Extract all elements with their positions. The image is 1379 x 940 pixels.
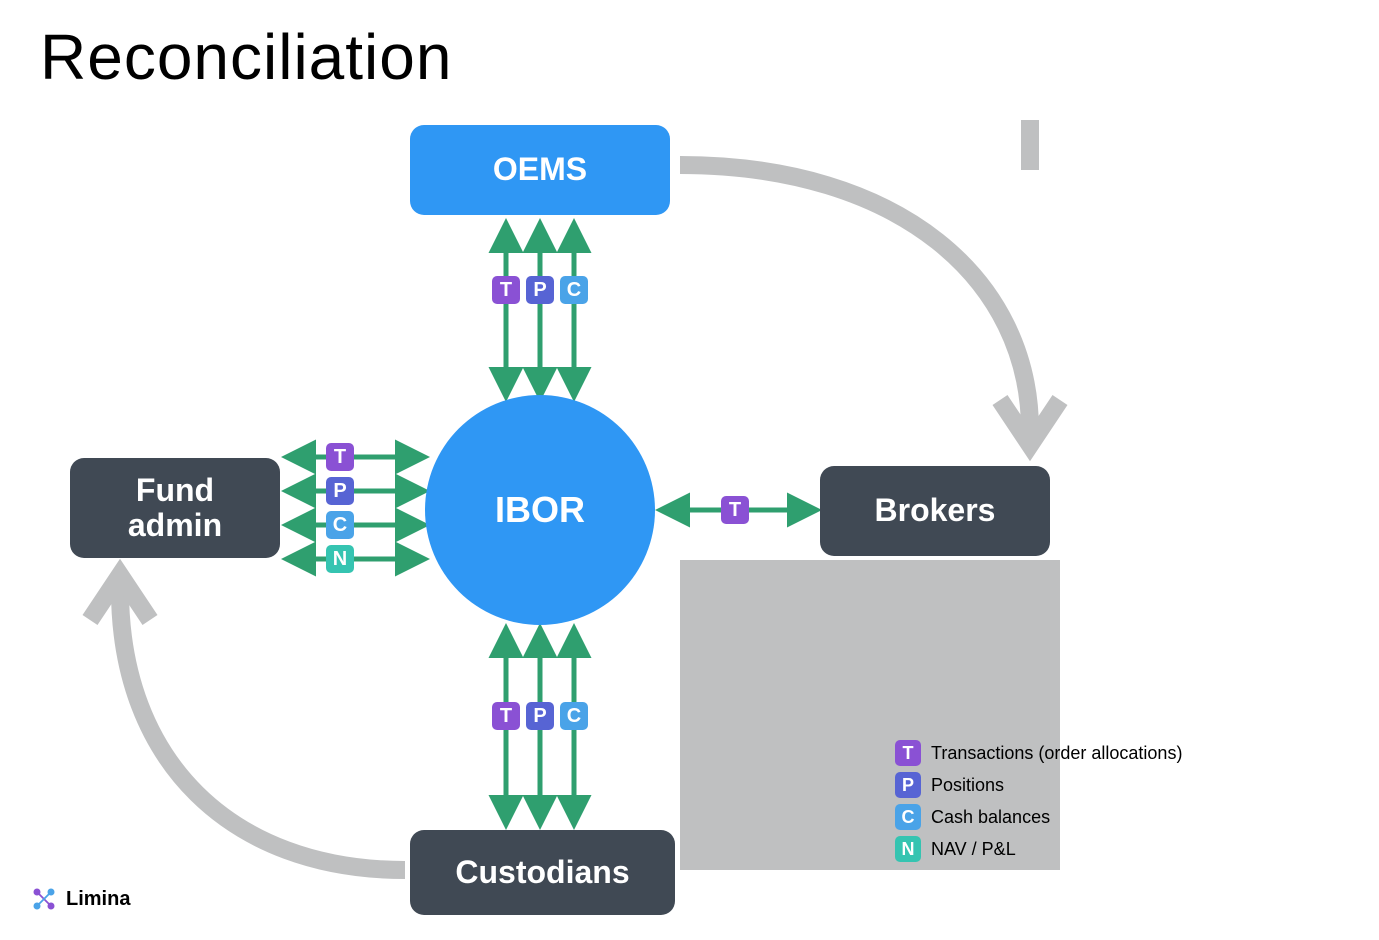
node-custodians-label: Custodians (455, 855, 629, 890)
legend-badge-t-icon: T (895, 740, 921, 766)
badge-p-icon: P (526, 276, 554, 304)
badge-t-icon: T (492, 276, 520, 304)
brand-logo: Limina (30, 885, 130, 913)
badge-t-icon: T (721, 496, 749, 524)
legend-row-n: N NAV / P&L (895, 836, 1182, 862)
curve-oems-to-brokers-head (1000, 400, 1060, 445)
node-oems-label: OEMS (493, 152, 587, 187)
legend: T Transactions (order allocations) P Pos… (895, 740, 1182, 868)
legend-badge-c-icon: C (895, 804, 921, 830)
node-fund-admin: Fund admin (70, 458, 280, 558)
legend-label-c: Cash balances (931, 807, 1050, 828)
legend-label-p: Positions (931, 775, 1004, 796)
badge-p-icon: P (326, 477, 354, 505)
page-title: Reconciliation (40, 20, 452, 94)
badge-c-icon: C (560, 702, 588, 730)
node-custodians: Custodians (410, 830, 675, 915)
legend-label-n: NAV / P&L (931, 839, 1016, 860)
curve-oems-to-brokers (680, 165, 1030, 430)
curve-custodians-to-fundadmin-head (90, 575, 150, 620)
node-ibor-label: IBOR (495, 489, 585, 531)
node-fund-admin-label: Fund admin (128, 473, 222, 543)
node-oems: OEMS (410, 125, 670, 215)
node-brokers-label: Brokers (875, 493, 996, 528)
node-brokers: Brokers (820, 466, 1050, 556)
badge-p-icon: P (526, 702, 554, 730)
legend-row-c: C Cash balances (895, 804, 1182, 830)
badge-t-icon: T (326, 443, 354, 471)
legend-label-t: Transactions (order allocations) (931, 743, 1182, 764)
badge-c-icon: C (560, 276, 588, 304)
badge-t-icon: T (492, 702, 520, 730)
node-ibor: IBOR (425, 395, 655, 625)
brand-name: Limina (66, 888, 130, 911)
badge-c-icon: C (326, 511, 354, 539)
legend-row-t: T Transactions (order allocations) (895, 740, 1182, 766)
badge-n-icon: N (326, 545, 354, 573)
legend-row-p: P Positions (895, 772, 1182, 798)
legend-badge-p-icon: P (895, 772, 921, 798)
limina-logo-icon (30, 885, 58, 913)
curve-custodians-to-fundadmin (120, 590, 405, 870)
legend-badge-n-icon: N (895, 836, 921, 862)
